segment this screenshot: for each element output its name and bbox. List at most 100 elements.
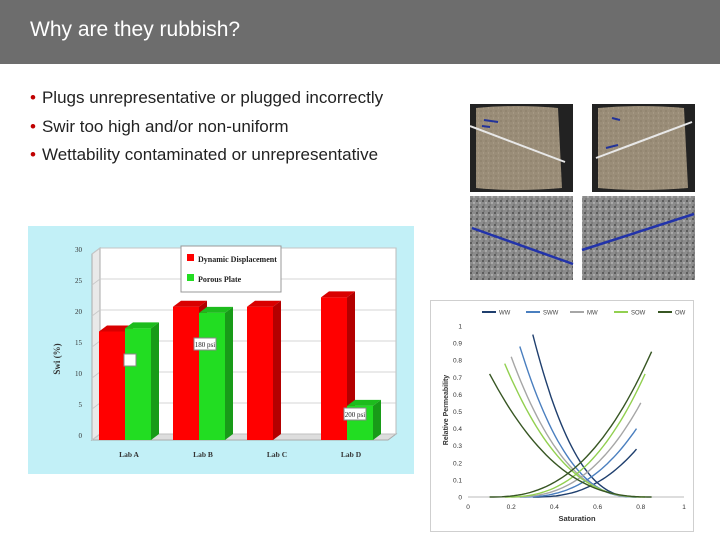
x-axis-labels: Lab A Lab B Lab C Lab D <box>119 450 362 459</box>
bullet-dot: • <box>30 145 36 164</box>
bar <box>321 297 347 440</box>
legend-label: MW <box>587 311 598 317</box>
chart-legend: Dynamic Displacement Porous Plate <box>180 245 282 293</box>
gridline <box>91 371 101 379</box>
krw-curve <box>489 351 653 498</box>
krw-curve <box>532 448 638 498</box>
bar-annotations: 180 psi 200 psi <box>123 337 367 421</box>
bars <box>99 291 381 440</box>
kro-curve <box>488 373 652 498</box>
legend-label: Porous Plate <box>198 275 242 284</box>
x-tick-label: Lab D <box>341 450 362 459</box>
bullet-dot: • <box>30 88 36 107</box>
x-tick-label: 0.8 <box>636 504 645 511</box>
legend-label: SWW <box>543 311 559 317</box>
bullet-item: • Wettability contaminated or unrepresent… <box>30 141 383 170</box>
core-sample <box>598 106 688 190</box>
slide-title: Why are they rubbish? <box>30 18 241 41</box>
y-axis-ticks: 0 5 10 15 20 25 30 <box>75 246 83 440</box>
x-tick-label: 0.2 <box>507 504 516 511</box>
bar-top <box>173 300 207 307</box>
annotation-box <box>123 353 137 367</box>
x-tick-label: Lab A <box>119 450 139 459</box>
y-tick-label: 0 <box>458 495 462 502</box>
x-tick-label: 0.4 <box>550 504 559 511</box>
x-tick-label: 0.6 <box>593 504 602 511</box>
annotation-text: 200 psi <box>345 411 365 419</box>
bullet-item: • Plugs unrepresentative or plugged incor… <box>30 84 383 113</box>
y-tick-label: 0.6 <box>453 392 462 399</box>
gridline <box>91 340 101 348</box>
bar <box>173 306 199 440</box>
x-tick-label: 1 <box>682 504 686 511</box>
bar-top <box>99 325 133 332</box>
annotation-box <box>193 337 217 351</box>
bar-side <box>151 322 159 440</box>
legend-swatch <box>187 274 194 281</box>
cut-line <box>470 125 566 163</box>
bullet-text: Wettability contaminated or unrepresenta… <box>41 145 379 164</box>
y-tick-label: 30 <box>75 246 83 254</box>
bar-top <box>199 306 233 313</box>
bullet-item: • Swir too high and/or non-uniform <box>30 113 383 142</box>
y-tick-label: 0.8 <box>453 358 462 365</box>
y-tick-label: 0.4 <box>453 426 462 433</box>
swi-bar-chart: 0 5 10 15 20 25 30 Lab A Lab B Lab C Lab D Swi (%… <box>28 226 414 474</box>
core-plug-images <box>470 104 695 280</box>
gridline <box>91 309 101 317</box>
curves <box>488 334 653 498</box>
y-tick-label: 0.2 <box>453 460 462 467</box>
x-tick-label: Lab C <box>267 450 287 459</box>
bullet-dot: • <box>30 116 36 136</box>
y-tick-label: 0.3 <box>453 443 462 450</box>
krw-curve <box>511 402 642 498</box>
gridline <box>91 278 101 286</box>
y-tick-label: 25 <box>75 277 83 285</box>
axis-ticks: 0 0.1 0.2 0.3 0.4 0.5 0.6 0.7 0.8 0.9 1 0 0.2 0.4 0.6 0… <box>453 324 686 512</box>
legend-label: WW <box>499 311 511 317</box>
title-bar: Why are they rubbish? <box>0 0 720 64</box>
y-tick-label: 0.9 <box>453 341 462 348</box>
legend-label: OW <box>675 311 686 317</box>
legend-swatch <box>187 254 194 261</box>
relperm-line-chart: WW SWW MW SOW OW 0 0.1 0.2 0.3 0.4 0.5 0.6 0.7 0.8 0.… <box>430 300 694 532</box>
legend-box <box>180 245 282 293</box>
bar-side <box>225 306 233 440</box>
y-axis-label: Swi (%) <box>52 343 62 374</box>
bedding-line <box>581 212 695 252</box>
x-tick-label: Lab B <box>193 450 213 459</box>
bar-top <box>247 300 281 307</box>
bullet-list: • Plugs unrepresentative or plugged incor… <box>30 84 383 170</box>
y-tick-label: 20 <box>75 308 83 316</box>
bar-side <box>273 300 281 440</box>
bedding-line <box>471 226 574 266</box>
chart-legend: WW SWW MW SOW OW <box>482 311 686 317</box>
y-tick-label: 0.7 <box>453 375 462 382</box>
ct-scan-1 <box>470 196 573 280</box>
bar <box>247 306 273 440</box>
legend-label: SOW <box>631 311 646 317</box>
marker-ink <box>481 119 499 128</box>
gridline <box>91 247 101 255</box>
y-tick-label: 0 <box>79 432 83 440</box>
annotation-text: 180 psi <box>195 341 215 349</box>
legend-label: Dynamic Displacement <box>198 255 277 264</box>
bar-top <box>347 399 381 406</box>
cut-line <box>595 121 693 159</box>
y-tick-label: 15 <box>75 339 83 347</box>
bar <box>99 331 125 440</box>
x-tick-label: 0 <box>466 504 470 511</box>
krw-curve <box>504 373 646 498</box>
y-axis-label: Relative Permeability <box>443 375 450 446</box>
y-tick-label: 1 <box>458 324 462 331</box>
x-axis-label: Saturation <box>558 514 596 523</box>
core-sample <box>476 106 562 190</box>
annotation-box <box>343 407 367 421</box>
y-tick-label: 10 <box>75 370 83 378</box>
bar <box>199 312 225 440</box>
y-tick-label: 5 <box>79 401 83 409</box>
y-tick-label: 0.5 <box>453 409 462 416</box>
bar-side <box>373 399 381 440</box>
gridline <box>91 433 101 441</box>
bar-top <box>321 291 355 298</box>
